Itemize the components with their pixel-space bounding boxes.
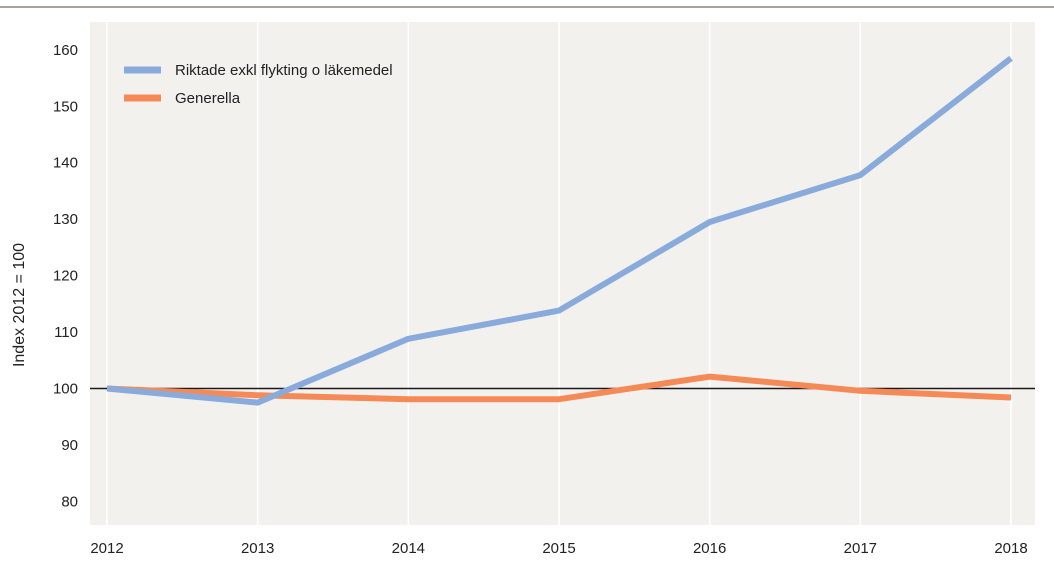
series-line-riktade	[106, 55, 1013, 406]
x-tick-label-2017: 2017	[844, 540, 877, 557]
series-lines	[106, 55, 1013, 406]
plot-area	[90, 22, 1035, 525]
y-tick-label-160: 160	[53, 42, 78, 59]
x-tick-label-2015: 2015	[542, 540, 575, 557]
legend-label-generella: Generella	[175, 90, 241, 107]
y-tick-label-80: 80	[61, 493, 78, 510]
x-tick-label-2018: 2018	[994, 540, 1027, 557]
y-tick-label-130: 130	[53, 211, 78, 228]
y-tick-label-90: 90	[61, 437, 78, 454]
x-tick-label-2014: 2014	[392, 540, 425, 557]
y-tick-label-100: 100	[53, 381, 78, 398]
legend: Riktade exkl flykting o läkemedel Generel…	[124, 62, 393, 107]
legend-label-riktade: Riktade exkl flykting o läkemedel	[175, 62, 393, 79]
x-tick-label-2012: 2012	[90, 540, 123, 557]
gridlines	[106, 22, 1012, 525]
x-tick-label-2013: 2013	[241, 540, 274, 557]
x-axis-ticks: 2012 2013 2014 2015 2016 2017 2018	[90, 540, 1027, 557]
series-line-generella	[106, 373, 1012, 403]
y-axis-ticks: 80 90 100 110 120 130 140 150 160	[53, 42, 78, 511]
y-tick-label-150: 150	[53, 98, 78, 115]
y-tick-label-140: 140	[53, 155, 78, 172]
y-tick-label-110: 110	[54, 324, 78, 341]
x-tick-label-2016: 2016	[693, 540, 726, 557]
y-axis-title: Index 2012 = 100	[11, 243, 28, 367]
y-tick-label-120: 120	[53, 268, 78, 285]
